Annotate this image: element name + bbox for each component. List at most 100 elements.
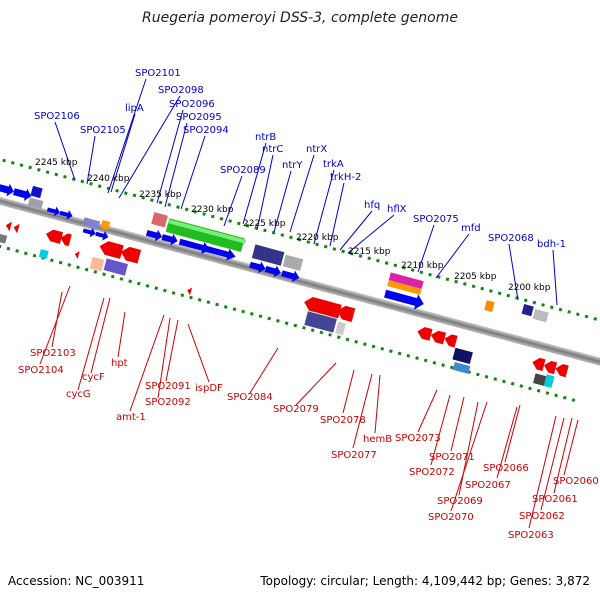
gene-label[interactable]: SPO2105 (80, 125, 126, 136)
gene-arrow[interactable] (302, 295, 342, 319)
gene-block[interactable] (484, 300, 495, 312)
gene-label[interactable]: SPO2063 (508, 530, 554, 541)
gene-block[interactable] (387, 280, 422, 295)
gene-arrow[interactable] (383, 286, 426, 312)
gene-label[interactable]: SPO2106 (34, 111, 80, 122)
gene-block[interactable] (543, 374, 555, 388)
gene-label[interactable]: SPO2084 (227, 392, 273, 403)
gene-label[interactable]: ntrX (306, 144, 327, 155)
gene-label[interactable]: SPO2068 (488, 233, 534, 244)
gene-label[interactable]: ntrY (282, 160, 303, 171)
gene-label[interactable]: cycG (66, 389, 91, 400)
gene-label[interactable]: lipA (125, 103, 144, 114)
gene-arrow[interactable] (12, 185, 33, 202)
gene-arrow[interactable] (264, 263, 283, 279)
gene-block[interactable] (335, 321, 347, 336)
gene-label[interactable]: trkH-2 (330, 172, 361, 183)
gene-arrow[interactable] (59, 208, 74, 221)
gene-label[interactable]: SPO2072 (409, 467, 455, 478)
gene-arrow[interactable] (145, 227, 164, 243)
gene-label[interactable]: trkA (323, 159, 344, 170)
gene-label[interactable]: hemB (363, 434, 392, 445)
gene-label[interactable]: ntrB (255, 132, 276, 143)
gene-arrow[interactable] (94, 229, 109, 242)
gene-label[interactable]: SPO2071 (429, 452, 475, 463)
gene-label[interactable]: ntrC (262, 144, 283, 155)
gene-block[interactable] (521, 304, 534, 317)
gene-block[interactable] (82, 217, 101, 230)
gene-block[interactable] (388, 272, 424, 289)
gene-label[interactable]: SPO2061 (532, 494, 578, 505)
gene-label[interactable]: SPO2091 (145, 381, 191, 392)
gene-block[interactable] (100, 220, 111, 230)
scale-track-top (0, 144, 599, 322)
gene-label[interactable]: SPO2092 (145, 397, 191, 408)
gene-block[interactable] (151, 212, 168, 228)
gene-block[interactable] (304, 311, 337, 333)
gene-label[interactable]: mfd (461, 223, 481, 234)
gene-label[interactable]: hpt (111, 358, 128, 369)
gene-label[interactable]: SPO2060 (553, 476, 599, 487)
gene-arrow[interactable] (280, 267, 300, 283)
gene-arrow[interactable] (186, 286, 193, 296)
gene-arrow[interactable] (74, 250, 80, 259)
gene-block[interactable] (0, 233, 8, 244)
gene-label[interactable]: SPO2069 (437, 496, 483, 507)
gene-block[interactable] (282, 254, 304, 271)
gene-label[interactable]: amt-1 (116, 412, 146, 423)
gene-label[interactable]: SPO2073 (395, 433, 441, 444)
gene-label[interactable]: hflX (387, 204, 407, 215)
gene-arrow[interactable] (44, 228, 64, 244)
gene-block[interactable] (103, 258, 128, 276)
top-gene-labels: SPO2101 SPO2098 lipA SPO2096 SPO2106 SPO… (34, 68, 566, 250)
gene-label[interactable]: ispDF (195, 383, 223, 394)
gene-block[interactable] (251, 244, 285, 266)
gene-arrow[interactable] (531, 356, 546, 372)
gene-label[interactable]: SPO2077 (331, 450, 377, 461)
gene-label[interactable]: SPO2095 (176, 112, 222, 123)
gene-arrow[interactable] (161, 231, 180, 247)
gene-label[interactable]: SPO2101 (135, 68, 181, 79)
gene-label[interactable]: SPO2066 (483, 463, 529, 474)
gene-arrow[interactable] (98, 239, 124, 259)
gene-arrow[interactable] (335, 304, 356, 322)
gene-label[interactable]: SPO2067 (465, 480, 511, 491)
gene-arrow[interactable] (82, 226, 97, 239)
tick-label: 2220 kbp (296, 233, 339, 243)
gene-block[interactable] (452, 362, 471, 374)
gene-label[interactable]: SPO2089 (220, 165, 266, 176)
gene-block[interactable] (27, 197, 44, 209)
gene-label[interactable]: cycF (82, 372, 105, 383)
gene-arrow[interactable] (46, 205, 61, 218)
gene-arrow[interactable] (429, 329, 447, 345)
gene-label[interactable]: SPO2096 (169, 99, 215, 110)
gene-arrow[interactable] (203, 243, 237, 263)
gene-label[interactable]: bdh-1 (537, 239, 566, 250)
gene-block[interactable] (38, 249, 49, 259)
gene-label[interactable]: SPO2062 (519, 511, 565, 522)
gene-label[interactable]: SPO2098 (158, 85, 204, 96)
gene-block[interactable] (452, 347, 473, 364)
gene-arrow[interactable] (119, 245, 142, 264)
gene-arrow[interactable] (0, 181, 16, 198)
gene-arrow[interactable] (248, 259, 267, 275)
gene-arrow[interactable] (59, 232, 72, 247)
gene-label[interactable]: SPO2094 (183, 125, 229, 136)
gene-arrow[interactable] (443, 333, 458, 348)
gene-label[interactable]: SPO2075 (413, 214, 459, 225)
gene-label[interactable]: SPO2104 (18, 365, 64, 376)
gene-label[interactable]: hfq (364, 200, 380, 211)
gene-block[interactable] (532, 309, 549, 323)
gene-label[interactable]: SPO2103 (30, 348, 76, 359)
gene-arrow[interactable] (12, 222, 20, 234)
gene-label[interactable]: SPO2070 (428, 512, 474, 523)
gene-block[interactable] (89, 256, 105, 272)
gene-arrow[interactable] (554, 363, 569, 378)
gene-arrow[interactable] (5, 220, 13, 232)
gene-label[interactable]: SPO2078 (320, 415, 366, 426)
gene-arrow[interactable] (178, 236, 212, 256)
gene-arrow[interactable] (542, 359, 558, 375)
gene-arrow[interactable] (30, 185, 43, 199)
gene-label[interactable]: SPO2079 (273, 404, 319, 415)
gene-arrow[interactable] (416, 326, 433, 341)
